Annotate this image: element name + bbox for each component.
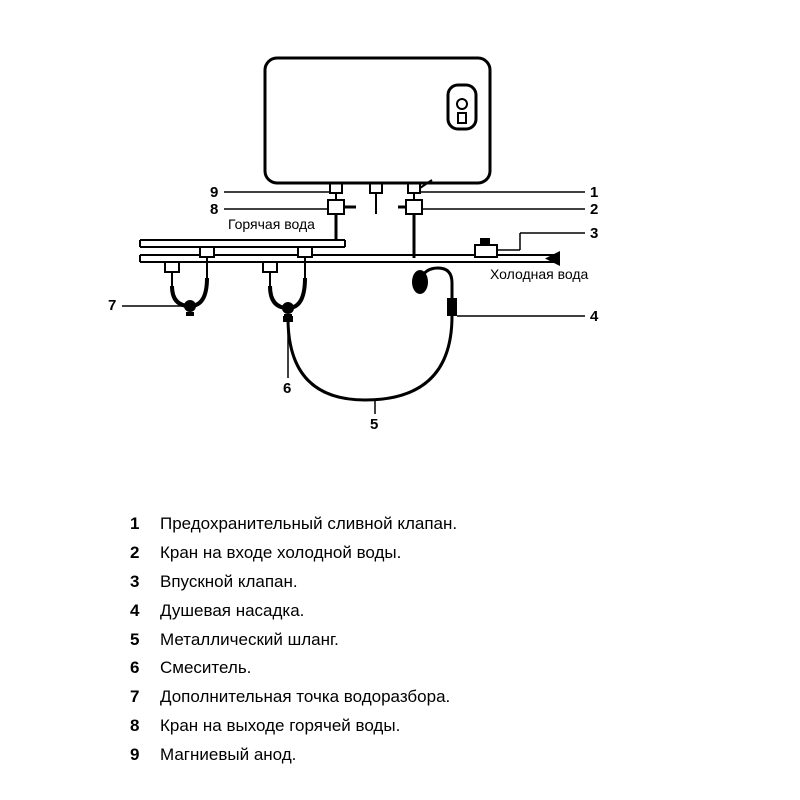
- legend-row: 9Магниевый анод.: [130, 741, 457, 770]
- legend-row: 6Смеситель.: [130, 654, 457, 683]
- legend-num: 8: [130, 712, 160, 741]
- callout-6: 6: [283, 380, 291, 397]
- legend-text: Предохранительный сливной клапан.: [160, 510, 457, 539]
- legend-text: Впускной клапан.: [160, 568, 298, 597]
- callout-8: 8: [210, 201, 218, 218]
- callout-3: 3: [590, 225, 598, 242]
- cold-water-label: Холодная вода: [490, 266, 588, 282]
- legend-row: 4Душевая насадка.: [130, 597, 457, 626]
- legend-text: Душевая насадка.: [160, 597, 304, 626]
- legend-num: 6: [130, 654, 160, 683]
- legend-row: 3Впускной клапан.: [130, 568, 457, 597]
- legend-num: 2: [130, 539, 160, 568]
- legend-text: Кран на входе холодной воды.: [160, 539, 401, 568]
- plumbing-diagram: [0, 0, 800, 470]
- legend-text: Дополнительная точка водоразбора.: [160, 683, 450, 712]
- legend-row: 8Кран на выходе горячей воды.: [130, 712, 457, 741]
- callout-9: 9: [210, 184, 218, 201]
- legend-num: 1: [130, 510, 160, 539]
- callout-7: 7: [108, 297, 116, 314]
- legend-num: 3: [130, 568, 160, 597]
- legend-text: Магниевый анод.: [160, 741, 296, 770]
- callout-2: 2: [590, 201, 598, 218]
- legend-row: 5Металлический шланг.: [130, 626, 457, 655]
- legend-text: Металлический шланг.: [160, 626, 339, 655]
- legend-row: 2Кран на входе холодной воды.: [130, 539, 457, 568]
- legend-num: 4: [130, 597, 160, 626]
- legend-num: 9: [130, 741, 160, 770]
- callout-1: 1: [590, 184, 598, 201]
- hot-water-label: Горячая вода: [228, 216, 315, 232]
- legend-num: 7: [130, 683, 160, 712]
- legend-text: Кран на выходе горячей воды.: [160, 712, 400, 741]
- callout-5: 5: [370, 416, 378, 433]
- callout-4: 4: [590, 308, 598, 325]
- legend-row: 1Предохранительный сливной клапан.: [130, 510, 457, 539]
- legend: 1Предохранительный сливной клапан. 2Кран…: [130, 510, 457, 770]
- legend-num: 5: [130, 626, 160, 655]
- legend-row: 7Дополнительная точка водоразбора.: [130, 683, 457, 712]
- legend-text: Смеситель.: [160, 654, 251, 683]
